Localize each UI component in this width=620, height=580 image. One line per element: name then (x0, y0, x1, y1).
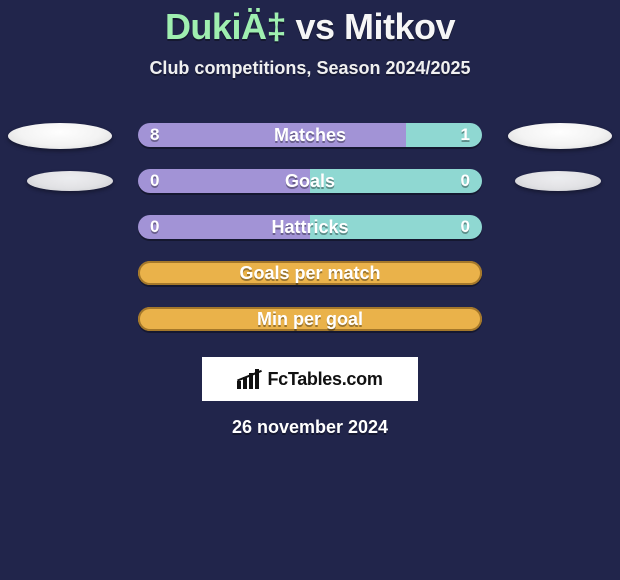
player1-name: DukiÄ‡ (165, 6, 286, 47)
vs-text: vs (295, 6, 334, 47)
stat-value-left: 8 (150, 123, 159, 147)
stat-row: Matches81 (0, 121, 620, 167)
stat-label: Goals per match (138, 261, 482, 285)
stat-bar: Matches81 (138, 123, 482, 147)
brand-box[interactable]: FcTables.com (202, 357, 418, 401)
stat-value-right: 0 (461, 169, 470, 193)
player1-avatar-icon (27, 171, 113, 191)
stat-bar: Goals per match (138, 261, 482, 285)
stat-row: Hattricks00 (0, 213, 620, 259)
stat-label: Min per goal (138, 307, 482, 331)
stat-bar: Min per goal (138, 307, 482, 331)
stat-row: Goals per match (0, 259, 620, 305)
stat-bar: Hattricks00 (138, 215, 482, 239)
brand-text: FcTables.com (267, 369, 382, 390)
bar-fill-left (138, 123, 406, 147)
player2-avatar-icon (515, 171, 601, 191)
player2-avatar-icon (508, 123, 612, 149)
page-title: DukiÄ‡ vs Mitkov (0, 6, 620, 48)
stats-section: Matches81Goals00Hattricks00Goals per mat… (0, 121, 620, 351)
stat-value-right: 1 (461, 123, 470, 147)
subtitle: Club competitions, Season 2024/2025 (0, 58, 620, 79)
bar-fill-left (138, 169, 310, 193)
bar-fill-right (406, 123, 482, 147)
stat-value-right: 0 (461, 215, 470, 239)
stat-value-left: 0 (150, 169, 159, 193)
stat-value-left: 0 (150, 215, 159, 239)
player1-avatar-icon (8, 123, 112, 149)
bar-fill-left (138, 215, 310, 239)
player2-name: Mitkov (344, 6, 455, 47)
stat-row: Min per goal (0, 305, 620, 351)
comparison-card: DukiÄ‡ vs Mitkov Club competitions, Seas… (0, 0, 620, 438)
stat-bar: Goals00 (138, 169, 482, 193)
stat-row: Goals00 (0, 167, 620, 213)
bar-fill-right (310, 215, 482, 239)
bar-fill-right (310, 169, 482, 193)
date-label: 26 november 2024 (0, 417, 620, 438)
fctables-logo-icon (237, 369, 261, 389)
